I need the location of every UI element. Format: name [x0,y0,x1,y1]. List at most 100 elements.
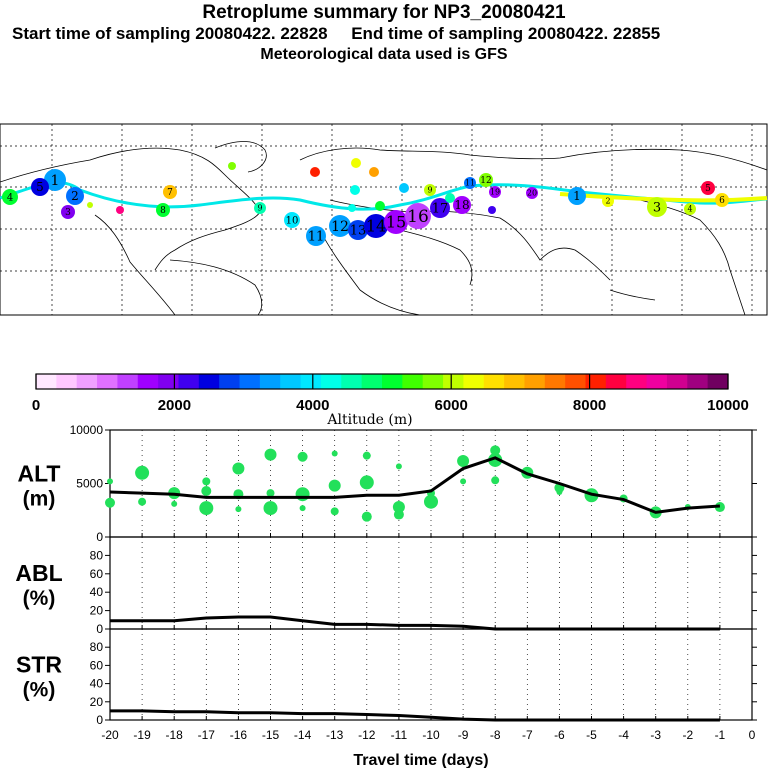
map-plume-dot [254,202,266,214]
colorbar-cell [97,374,118,389]
y-tick-label: 10000 [70,423,104,437]
scatter-point [460,478,467,485]
map-plume-dot [479,173,493,187]
colorbar-cell [626,374,648,389]
map-plume-dot [399,183,409,193]
map-plume-marker [399,183,409,193]
map-plume-label: 5 [36,180,44,194]
map-plume-marker: 20 [526,187,538,199]
map-plume-marker: 2 [66,187,84,205]
map-plume-label: 19 [490,188,500,197]
colorbar-cell [687,374,709,389]
map-plume-dot [66,187,84,205]
y-tick-label: 80 [90,640,104,654]
map-plume-dot [351,158,361,168]
scatter-point [235,506,242,513]
map-plume-marker: 1 [44,169,66,191]
scatter-point [330,507,339,516]
colorbar-cell [646,374,668,389]
colorbar-cell [137,374,159,389]
fraction-line [110,709,720,722]
map-plume-marker: 6 [715,193,729,207]
map-plume-marker: 1 [568,187,586,205]
map-plume-marker [348,204,356,212]
map-plume-marker: 4 [2,189,18,205]
scatter-point [135,465,150,480]
colorbar-cell [76,374,98,389]
map-plume-dot [156,203,170,217]
plume-track [0,181,768,211]
colorbar-cell [585,374,607,389]
map-plume-dot [44,169,66,191]
scatter-point [299,505,306,512]
scatter-point [107,478,113,485]
map-plume-dot [526,187,538,199]
scatter-point [266,489,275,498]
median-altitude-line [109,456,720,514]
map-plume-label: 12 [480,176,491,186]
panel-alt: 0 5000 10000 ALT(m) [17,423,757,544]
colorbar-cell [361,374,383,389]
colorbar-cell [483,374,505,389]
map-plume-dot [2,189,18,205]
x-tick-label: -3 [650,728,661,742]
map-plume-label: 9 [427,186,432,195]
map-plume-dot [647,197,667,217]
x-tick-label: -18 [166,728,184,742]
x-tick-label: -19 [133,728,151,742]
map-plume-marker: 19 [489,186,501,198]
colorbar-cell [280,374,302,389]
map-plume-dot [375,201,385,211]
colorbar-cell [402,374,424,389]
colorbar-cell [198,374,220,389]
map-plume-dot [430,198,450,218]
map-plume-marker: 3 [647,197,667,217]
x-tick-label: -11 [391,728,408,742]
colorbar-cell [544,374,566,389]
map-plume-label: 4 [687,205,692,214]
map-plume-label: 3 [65,208,71,218]
y-axis-label-unit: (%) [23,679,56,702]
map-plume-label: 14 [366,216,386,235]
map-plume-label: 20 [527,189,537,198]
x-tick-label: -20 [101,728,119,742]
map-plume-dot [310,167,320,177]
map-plume-label: 5 [705,184,711,194]
x-tick-label: -14 [294,728,312,742]
colorbar-cell [219,374,241,389]
x-tick-label: 0 [749,728,756,742]
map-plume-marker: 3 [61,205,75,219]
colorbar-ticks: 0 2000 4000 6000 8000 10000 [32,374,749,414]
x-tick-label: -4 [618,728,629,742]
map-plume-label: 1 [573,189,581,203]
map-plume-label: 17 [432,202,449,217]
scatter-point [457,455,470,468]
scatter-point [171,500,178,507]
map-plume-dot [488,206,496,214]
map-plume-dot [31,178,49,196]
map-plume-marker: 14 [364,214,388,238]
x-tick-label: -15 [262,728,280,742]
x-tick-label: -1 [715,728,726,742]
map-plume-dot [348,204,356,212]
map-plume-label: 2 [71,189,79,203]
y-axis-label: STR [16,652,62,678]
map-plume-marker: 9 [424,184,436,196]
map-plume-label: 18 [454,198,469,212]
map-plume-dot [329,215,351,237]
map-plume-marker: 17 [430,198,450,218]
x-tick-label: -2 [682,728,693,742]
map-plume-label: 7 [167,188,173,198]
map-plume-dot [61,205,75,219]
map-plume-dot [348,220,368,240]
colorbar-tick-label: 10000 [707,397,749,414]
map-plume-label: 12 [331,219,349,235]
map-plume-label: 4 [7,193,13,204]
x-axis-label: Travel time (days) [353,752,488,768]
map-plume-marker: 12 [329,215,351,237]
map-plume-dot [116,206,124,214]
colorbar-cell [707,374,729,389]
map-plume-marker: 11 [464,177,476,189]
